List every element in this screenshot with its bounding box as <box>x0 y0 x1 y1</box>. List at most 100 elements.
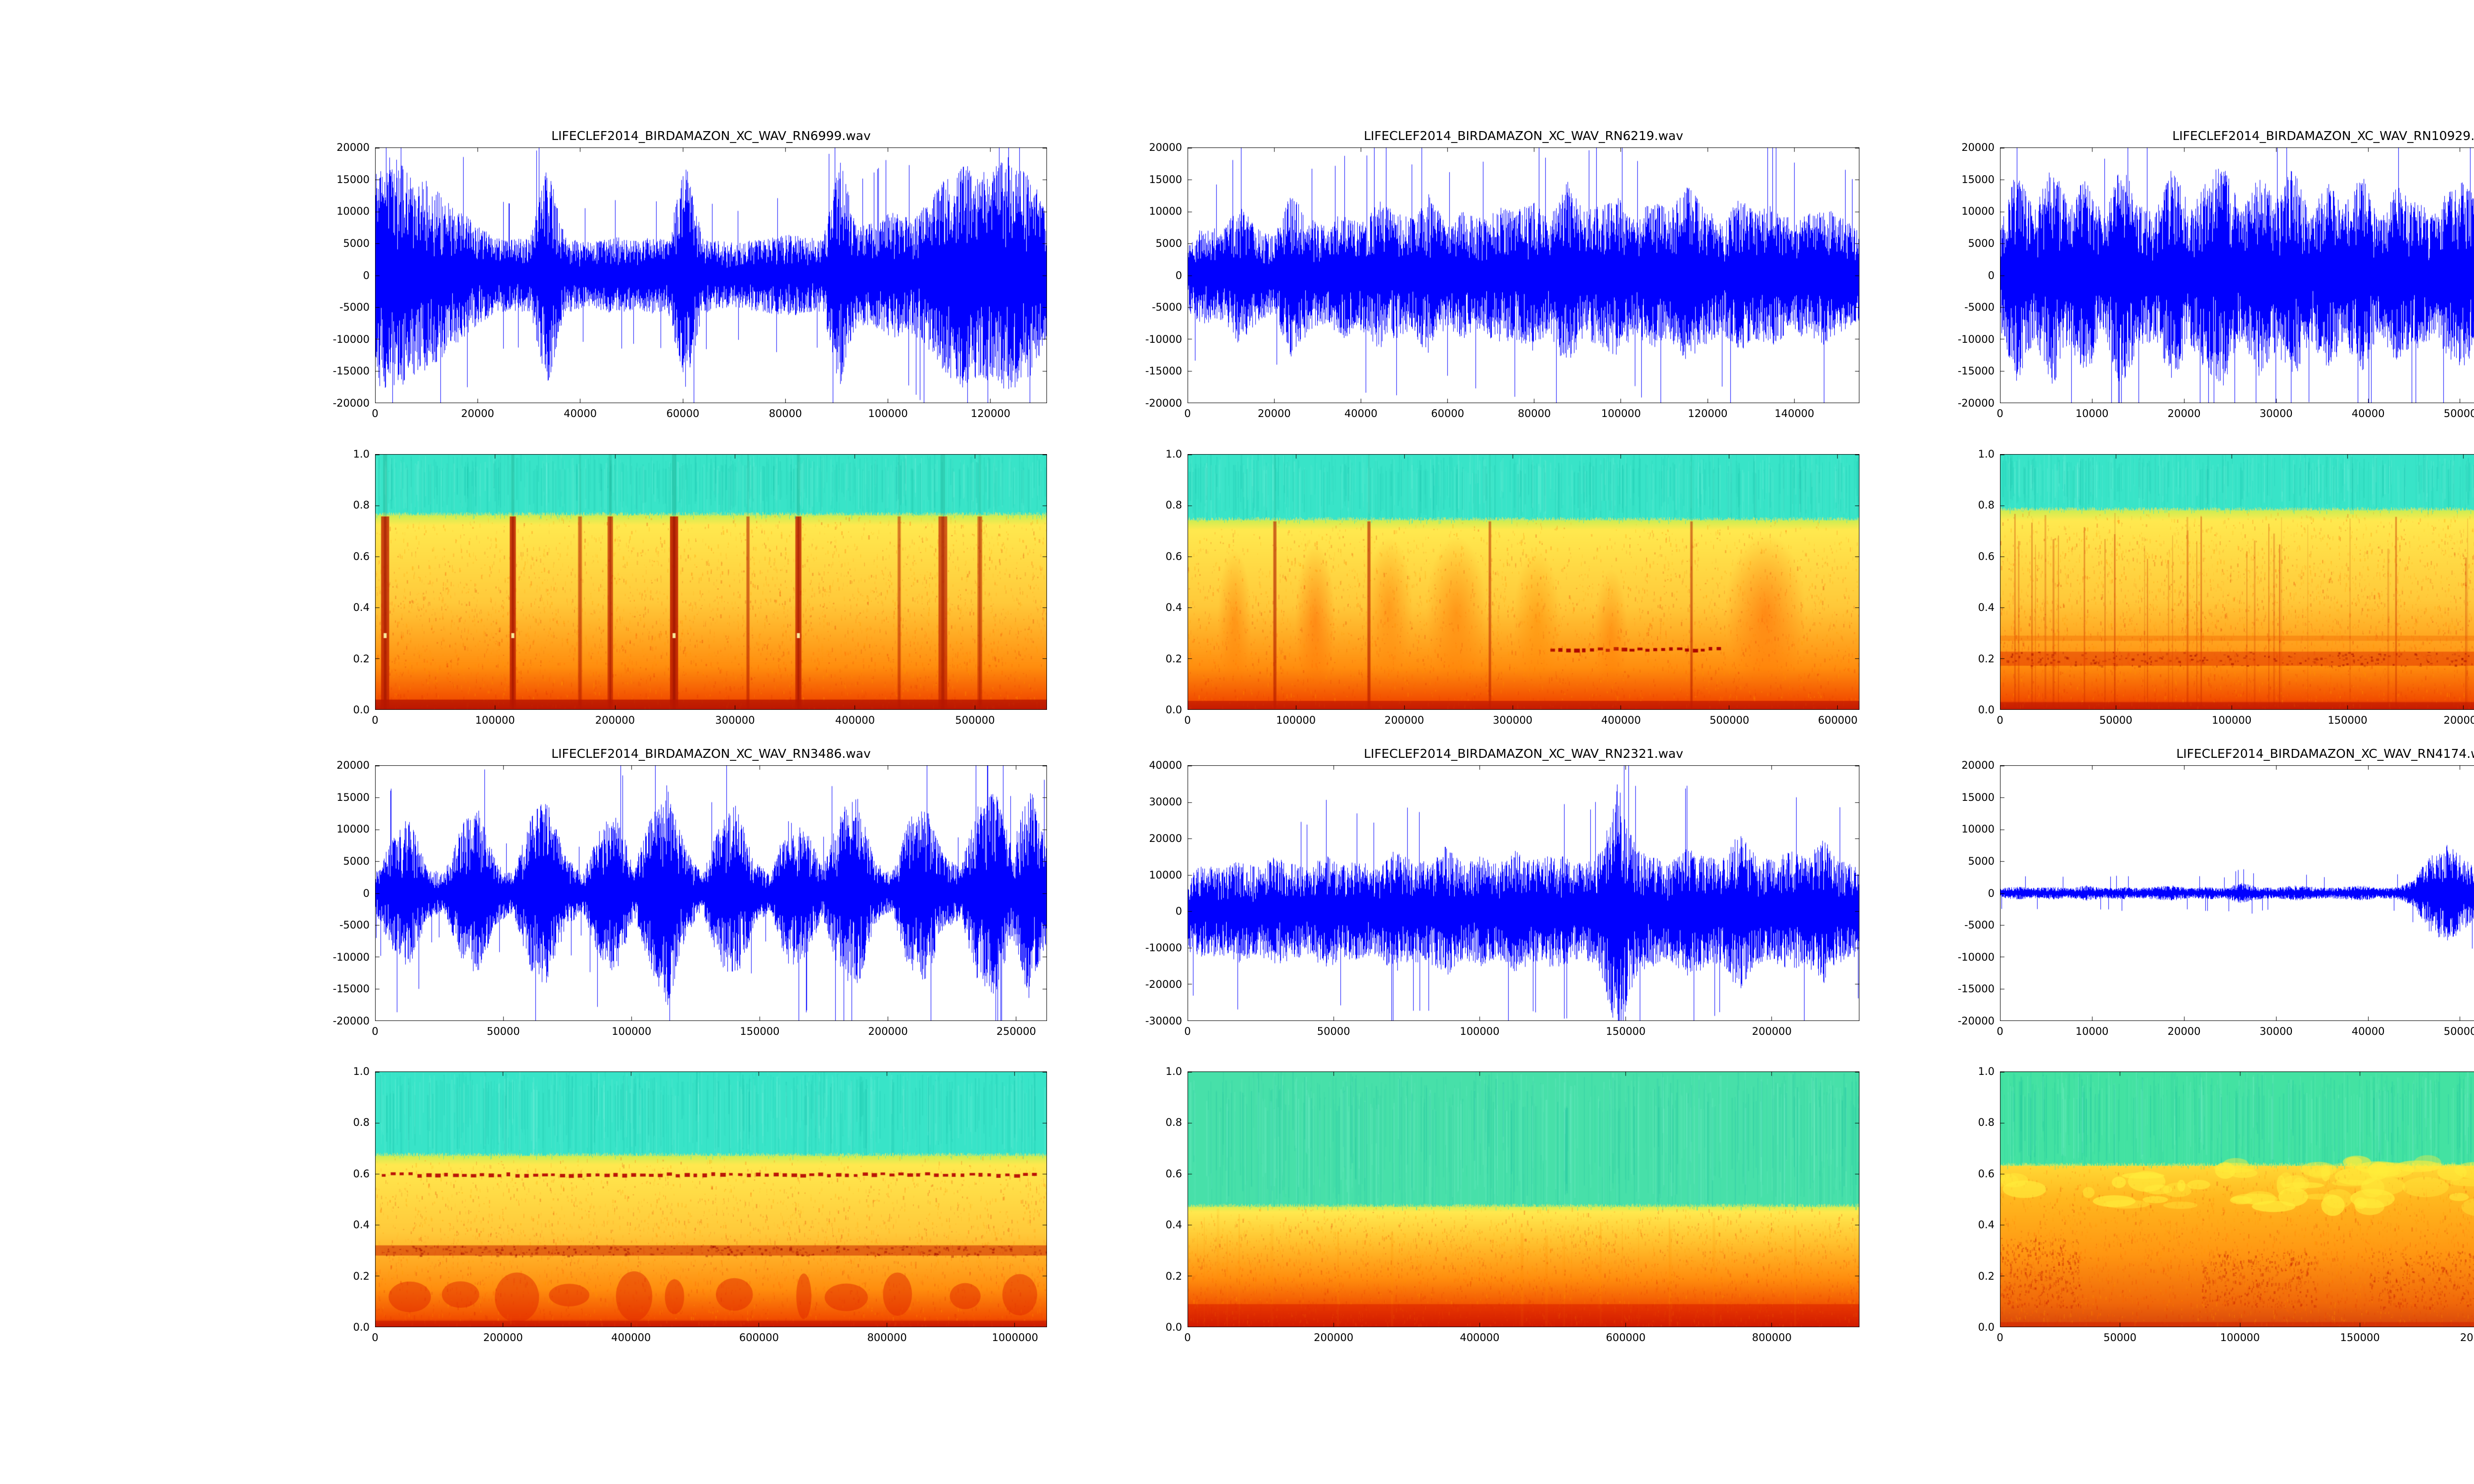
subplot-waveform-RN3486: LIFECLEF2014_BIRDAMAZON_XC_WAV_RN3486.wa… <box>333 746 1047 1037</box>
x-tick-label: 10000 <box>2075 1025 2109 1037</box>
x-tick-label: 100000 <box>1460 1025 1500 1037</box>
x-tick-label: 200000 <box>1752 1025 1792 1037</box>
x-tick-label: 0 <box>1184 1332 1191 1344</box>
waveform-plot-canvas <box>375 147 1047 403</box>
x-tick-label: 400000 <box>1601 714 1641 726</box>
x-tick-label: 0 <box>372 714 379 726</box>
x-tick-label: 150000 <box>1606 1025 1646 1037</box>
x-tick-label: 600000 <box>1606 1332 1646 1344</box>
x-tick-label: 140000 <box>1774 408 1814 419</box>
y-tick-label: 0.2 <box>353 652 370 665</box>
plot-title: LIFECLEF2014_BIRDAMAZON_XC_WAV_RN3486.wa… <box>551 746 871 761</box>
x-tick-label: 200000 <box>2460 1332 2474 1344</box>
y-tick-label: 0.6 <box>1978 550 1995 562</box>
x-tick-label: 200000 <box>868 1025 908 1037</box>
y-tick-label: 5000 <box>1968 855 1995 867</box>
x-tick-label: 100000 <box>1276 714 1316 726</box>
x-tick-label: 20000 <box>2167 1025 2201 1037</box>
y-tick-label: 0.8 <box>353 1116 370 1129</box>
x-tick-label: 200000 <box>1384 714 1425 726</box>
y-tick-label: 1.0 <box>1165 448 1182 460</box>
y-tick-label: 20000 <box>1149 141 1182 153</box>
subplot-spectrogram-RN3486: 0 200000 400000 600000 800000 1000000 0.0 0.2 0.… <box>353 1066 1047 1344</box>
y-tick-label: 10000 <box>336 823 370 835</box>
x-tick-label: 400000 <box>1460 1332 1500 1344</box>
x-tick-label: 800000 <box>1752 1332 1792 1344</box>
y-tick-label: -20000 <box>333 1015 370 1027</box>
y-tick-label: 15000 <box>1961 173 1995 186</box>
x-tick-label: 800000 <box>867 1332 907 1344</box>
y-tick-label: 1.0 <box>1978 1066 1995 1077</box>
x-tick-label: 120000 <box>970 408 1011 419</box>
x-tick-label: 100000 <box>2220 1332 2260 1344</box>
y-tick-label: -5000 <box>1964 919 1995 931</box>
y-tick-label: -10000 <box>333 333 370 345</box>
y-tick-label: -20000 <box>1957 1015 1995 1027</box>
y-tick-label: 0.4 <box>1165 602 1182 614</box>
y-tick-label: 0.4 <box>353 602 370 614</box>
plot-title: LIFECLEF2014_BIRDAMAZON_XC_WAV_RN6999.wa… <box>551 129 871 143</box>
spectrogram-plot-canvas <box>375 1071 1047 1327</box>
x-tick-label: 50000 <box>1317 1025 1350 1037</box>
y-tick-label: 30000 <box>1149 795 1182 808</box>
y-tick-label: -20000 <box>1145 397 1182 409</box>
y-tick-label: 1.0 <box>353 448 370 460</box>
spectrogram-plot-canvas <box>2000 454 2474 710</box>
subplot-waveform-RN6999: LIFECLEF2014_BIRDAMAZON_XC_WAV_RN6999.wa… <box>333 129 1047 419</box>
x-tick-label: 0 <box>1997 1332 2003 1344</box>
subplot-spectrogram-RN6999: 0 100000 200000 300000 400000 500000 0.0 0.2 0.4… <box>353 448 1047 726</box>
y-tick-label: 0.6 <box>1978 1167 1995 1180</box>
y-tick-label: 0.0 <box>353 704 370 716</box>
y-tick-label: -5000 <box>1964 301 1995 314</box>
y-tick-label: 10000 <box>1961 823 1995 835</box>
subplot-spectrogram-RN2321: 0 200000 400000 600000 800000 0.0 0.2 0.4 0.6 0.8… <box>1166 1066 1859 1344</box>
x-tick-label: 50000 <box>2443 408 2474 419</box>
y-tick-label: 0.2 <box>1165 652 1182 665</box>
y-tick-label: 15000 <box>1149 173 1182 186</box>
y-tick-label: -10000 <box>1957 333 1995 345</box>
y-tick-label: 20000 <box>1961 759 1995 771</box>
y-tick-label: 0.6 <box>353 550 370 562</box>
x-tick-label: 600000 <box>1818 714 1858 726</box>
x-tick-label: 400000 <box>611 1332 651 1344</box>
waveform-plot-canvas <box>1188 147 1859 403</box>
x-tick-label: 0 <box>1184 714 1191 726</box>
waveform-plot-canvas <box>2000 765 2474 1021</box>
y-tick-label: 0.4 <box>1978 602 1995 614</box>
y-tick-label: 0.2 <box>1165 1270 1182 1282</box>
waveform-plot-canvas <box>2000 147 2474 403</box>
y-tick-label: -5000 <box>1151 301 1182 314</box>
x-tick-label: 0 <box>1184 408 1191 419</box>
x-tick-label: 40000 <box>2351 408 2385 419</box>
y-tick-label: 10000 <box>1961 205 1995 218</box>
y-tick-label: 40000 <box>1149 759 1182 771</box>
plot-title: LIFECLEF2014_BIRDAMAZON_XC_WAV_RN6219.wa… <box>1364 129 1683 143</box>
subplot-spectrogram-RN4174: 0500001000001500002000002500000.00.20.40… <box>1978 1066 2474 1344</box>
x-tick-label: 150000 <box>2340 1332 2380 1344</box>
y-tick-label: 15000 <box>336 791 370 803</box>
y-tick-label: 0.2 <box>1978 652 1995 665</box>
y-tick-label: 0.8 <box>353 499 370 511</box>
y-tick-label: -30000 <box>1145 1015 1182 1027</box>
x-tick-label: 100000 <box>475 714 515 726</box>
y-tick-label: 0.4 <box>1978 1219 1995 1231</box>
subplot-spectrogram-RN6219: 0 100000 200000 300000 400000 500000 600000 0.0… <box>1166 448 1859 726</box>
y-tick-label: -15000 <box>1145 365 1182 377</box>
y-tick-label: -10000 <box>1957 951 1995 963</box>
x-tick-label: 100000 <box>868 408 908 419</box>
x-tick-label: 1000000 <box>992 1332 1039 1344</box>
y-tick-label: -5000 <box>339 301 370 314</box>
y-tick-label: 0.0 <box>1165 1321 1182 1333</box>
subplot-waveform-RN6219: LIFECLEF2014_BIRDAMAZON_XC_WAV_RN6219.wa… <box>1145 129 1859 419</box>
waveform-plot-canvas <box>375 765 1047 1021</box>
x-tick-label: 50000 <box>2103 1332 2137 1344</box>
y-tick-label: 20000 <box>1149 832 1182 844</box>
y-tick-label: 0 <box>1988 269 1995 281</box>
x-tick-label: 0 <box>372 408 379 419</box>
x-tick-label: 0 <box>1997 408 2003 419</box>
x-tick-label: 60000 <box>1431 408 1465 419</box>
x-tick-label: 20000 <box>2167 408 2201 419</box>
y-tick-label: 10000 <box>1149 205 1182 218</box>
x-tick-label: 0 <box>372 1332 379 1344</box>
